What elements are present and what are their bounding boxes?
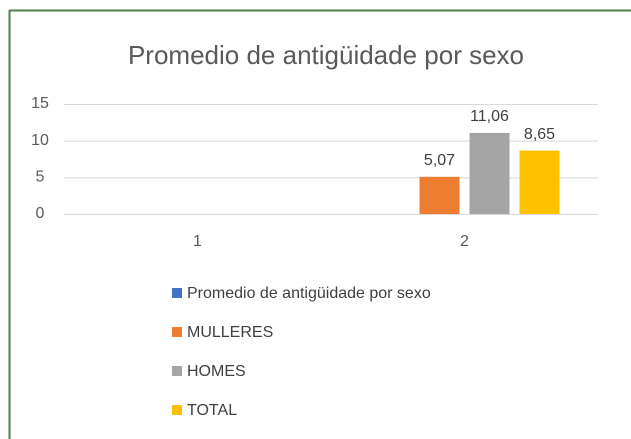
data-label: 8,65 [524, 126, 555, 143]
data-label: 5,07 [424, 152, 455, 169]
bar [469, 132, 510, 214]
legend-swatch [172, 327, 182, 337]
legend-swatch [172, 288, 182, 298]
legend-label: Promedio de antigüidade por sexo [187, 285, 431, 302]
legend-label: TOTAL [187, 402, 237, 419]
bar [419, 176, 460, 214]
y-tick-label: 10 [31, 132, 49, 149]
legend-label: HOMES [187, 363, 246, 380]
x-tick-label: 2 [460, 233, 469, 250]
legend-swatch [172, 366, 182, 376]
legend-swatch [172, 405, 182, 415]
y-tick-label: 0 [36, 205, 45, 222]
x-tick-label: 1 [193, 233, 202, 250]
bar [519, 150, 560, 214]
y-tick-label: 5 [36, 169, 45, 186]
legend-label: MULLERES [187, 324, 273, 341]
data-label: 11,06 [470, 108, 509, 125]
y-tick-label: 15 [31, 95, 49, 112]
chart-title: Promedio de antigüidade por sexo [128, 40, 524, 70]
